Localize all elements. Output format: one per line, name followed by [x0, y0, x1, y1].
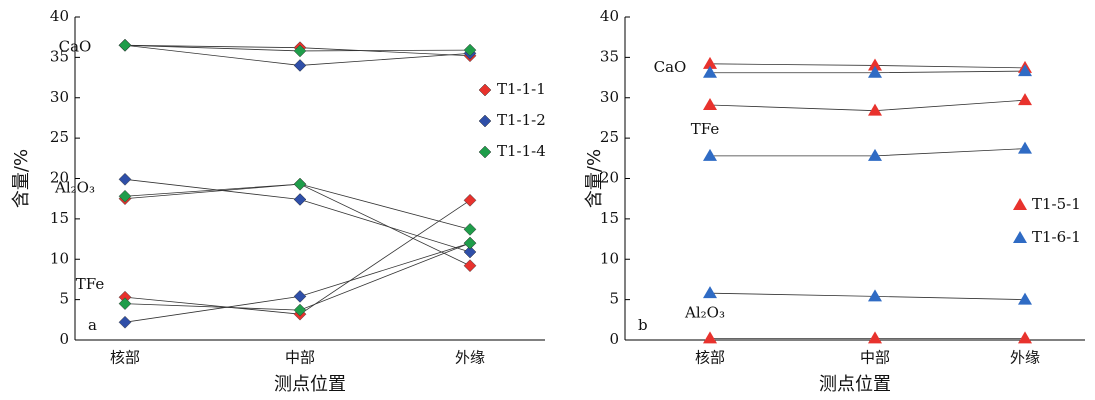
series-line [710, 148, 1026, 157]
marker [703, 98, 717, 111]
y-tick-label: 10 [600, 249, 619, 267]
marker [703, 65, 717, 78]
legend-label: T1-1-2 [497, 111, 546, 129]
marker [703, 286, 717, 299]
marker [293, 59, 307, 72]
marker [478, 83, 492, 97]
group-label: TFe [691, 120, 720, 138]
y-axis-label: 含量/% [11, 149, 32, 208]
marker [293, 290, 307, 303]
marker [1018, 93, 1032, 106]
y-tick-label: 30 [600, 88, 619, 106]
marker [118, 38, 132, 52]
y-axis-label: 含量/% [584, 149, 605, 208]
y-tick-label: 0 [609, 330, 619, 348]
group-label: TFe [76, 275, 105, 293]
x-tick-label: 中部 [285, 349, 315, 367]
marker [703, 148, 717, 161]
group-label: Al₂O₃ [684, 303, 725, 321]
y-tick-label: 25 [600, 128, 619, 146]
y-tick-label: 0 [59, 330, 69, 348]
marker [118, 315, 132, 329]
y-tick-label: 20 [600, 169, 619, 187]
marker [868, 331, 882, 344]
y-tick-label: 25 [50, 128, 69, 146]
marker [463, 223, 477, 236]
marker [868, 148, 882, 161]
marker [463, 236, 477, 250]
group-label: CaO [59, 37, 92, 55]
legend-label: T1-6-1 [1032, 228, 1081, 246]
marker [293, 193, 307, 206]
marker [868, 58, 882, 71]
marker [478, 114, 492, 128]
marker [1013, 231, 1027, 243]
legend-label: T1-1-4 [497, 142, 546, 160]
y-tick-label: 15 [600, 209, 619, 227]
series-line [124, 183, 471, 230]
y-tick-label: 30 [50, 88, 69, 106]
series-line [709, 292, 1026, 301]
marker [1013, 198, 1027, 210]
x-tick-label: 核部 [110, 349, 140, 367]
x-axis-label: 测点位置 [274, 374, 346, 395]
x-axis-label: 测点位置 [819, 374, 891, 395]
marker [118, 189, 132, 203]
y-tick-label: 35 [50, 47, 69, 65]
panel-label: a [88, 316, 97, 334]
series-line [709, 63, 1026, 69]
y-tick-label: 15 [50, 209, 69, 227]
marker [463, 259, 477, 273]
marker [293, 303, 307, 317]
series-line [709, 99, 1026, 112]
marker [118, 297, 132, 311]
series-line [710, 70, 1026, 74]
x-tick-label: 外缘 [1010, 349, 1040, 367]
marker [293, 44, 307, 58]
y-tick-label: 35 [600, 47, 619, 65]
marker [868, 103, 882, 116]
y-tick-label: 20 [50, 169, 69, 187]
x-tick-label: 外缘 [455, 349, 485, 367]
y-tick-label: 5 [609, 290, 619, 308]
marker [703, 56, 717, 69]
marker [868, 289, 882, 302]
marker [463, 245, 477, 259]
group-label: Al₂O₃ [54, 179, 95, 197]
y-tick-label: 5 [59, 290, 69, 308]
marker [463, 43, 477, 57]
marker [703, 331, 717, 344]
x-tick-label: 中部 [860, 349, 890, 367]
marker [868, 65, 882, 78]
marker [1018, 64, 1032, 77]
y-tick-label: 10 [50, 249, 69, 267]
legend-label: T1-1-1 [497, 80, 546, 98]
y-tick-label: 40 [50, 7, 69, 25]
legend-label: T1-5-1 [1032, 195, 1081, 213]
marker [463, 193, 477, 207]
y-tick-label: 40 [600, 7, 619, 25]
group-label: CaO [654, 58, 687, 76]
panel-label: b [638, 316, 648, 334]
marker [1018, 331, 1032, 344]
marker [118, 172, 132, 186]
marker [478, 145, 492, 159]
marker [293, 177, 307, 191]
marker [1018, 141, 1032, 154]
marker [1018, 292, 1032, 305]
x-tick-label: 核部 [695, 349, 725, 367]
